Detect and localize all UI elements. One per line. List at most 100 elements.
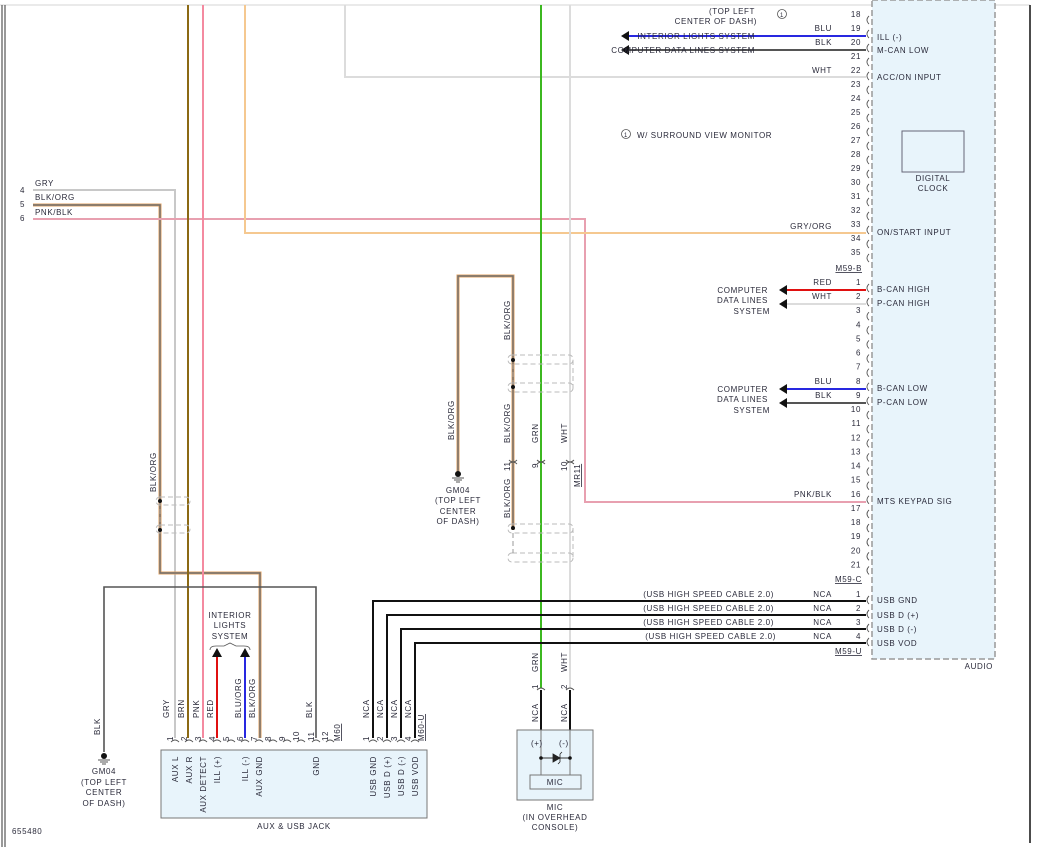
audio-pin-number: 29 — [851, 164, 861, 173]
audio-pin-number: 18 — [851, 518, 861, 527]
cable-label: (USB HIGH SPEED CABLE 2.0) — [643, 618, 774, 627]
pin-function-label: USB GND — [877, 596, 918, 605]
pin-cup — [184, 739, 194, 743]
audio-pin-number: 5 — [856, 334, 861, 343]
audio-pin-number: 6 — [856, 349, 861, 358]
pin-number: 11 — [503, 461, 512, 471]
pin-number: 9 — [531, 463, 540, 468]
ground-location: (TOP LEFT — [435, 496, 481, 505]
wire-color-label: PNK/BLK — [35, 208, 73, 217]
wire-usb-2 — [386, 614, 866, 738]
audio-pin-number: 24 — [851, 94, 861, 103]
wires — [33, 5, 866, 752]
arrow-up-icon — [240, 648, 250, 657]
audio-pin-number: 31 — [851, 192, 861, 201]
wire-color-label: GRN — [531, 652, 540, 672]
audio-pin-number: 34 — [851, 234, 861, 243]
cable-label: (USB HIGH SPEED CABLE 2.0) — [645, 632, 776, 641]
pin-number: 1 — [531, 684, 540, 689]
jack-pin-function: AUX R — [185, 756, 194, 783]
jack-pin-function: GND — [312, 756, 321, 776]
arrow-icons — [212, 31, 787, 657]
destination-label: INTERIOR LIGHTS SYSTEM — [637, 32, 755, 41]
jack-pin-number: 10 — [292, 731, 301, 741]
wire-color-label: GRY — [35, 179, 54, 188]
jack-pin-number: 4 — [404, 736, 413, 741]
wire-color-label: WHT — [812, 66, 832, 75]
clock-label-1: DIGITAL — [916, 174, 951, 183]
connector-m59-b: M59-B — [835, 264, 862, 273]
mic-module: GRN WHT 1 2 NCA NCA (+) (-) MIC MIC (IN … — [516, 652, 594, 832]
pin-cup — [866, 113, 870, 123]
audio-pin-number: 33 — [851, 220, 861, 229]
ground-location: (TOP LEFT — [81, 778, 127, 787]
pin-function-label: B-CAN LOW — [877, 384, 928, 393]
destination-label: COMPUTER — [717, 385, 768, 394]
wire-color-label: BLK — [305, 701, 314, 718]
audio-pin-number: 19 — [851, 24, 861, 33]
pin-cup — [866, 43, 870, 53]
jack-pin-number: 1 — [362, 736, 371, 741]
pin-cup — [296, 739, 306, 743]
audio-pin-number: 9 — [856, 391, 861, 400]
audio-pin-number: 13 — [851, 447, 861, 456]
jack-pin-number: 12 — [321, 731, 330, 741]
pin-function-label: ON/START INPUT — [877, 228, 951, 237]
jack-pin-number: 2 — [376, 736, 385, 741]
ground-icon — [98, 753, 110, 765]
jack-pin-number: 2 — [180, 736, 189, 741]
audio-pin-number: 22 — [851, 66, 861, 75]
wire-color-label: GRN — [531, 423, 540, 443]
audio-pin-number: 16 — [851, 490, 861, 499]
audio-pin-number: 28 — [851, 150, 861, 159]
audio-label: AUDIO — [965, 662, 993, 671]
pin-cup — [268, 739, 278, 743]
ground-icon — [452, 471, 464, 483]
destination-label: SYSTEM — [734, 406, 771, 415]
audio-pin-number: 4 — [856, 632, 861, 641]
arrow-left-icon — [779, 398, 787, 408]
pin-cup — [866, 424, 870, 434]
pin-cup — [866, 29, 870, 39]
audio-pin-numbers: 1819202122232425262728293031323334351234… — [851, 10, 870, 647]
audio-pin-number: 23 — [851, 80, 861, 89]
jack-pin-function: USB VOD — [411, 756, 420, 796]
wire-color-label: RED — [813, 278, 832, 287]
audio-pin-number: 3 — [856, 618, 861, 627]
wire-color-label: WHT — [812, 292, 832, 301]
wire-usb-3 — [400, 628, 866, 738]
audio-pin-number: 30 — [851, 178, 861, 187]
destination-label: SYSTEM — [734, 307, 771, 316]
destination-label: COMPUTER DATA LINES SYSTEM — [611, 46, 755, 55]
pin-cup — [866, 382, 870, 392]
wire-color-label: NCA — [390, 699, 399, 718]
brace-icon — [209, 642, 251, 651]
audio-pin-number: 20 — [851, 38, 861, 47]
pin-cup — [396, 739, 406, 743]
jack-pin-function: USB GND — [369, 756, 378, 797]
pin-cup — [866, 453, 870, 462]
ground-location: OF DASH) — [436, 517, 479, 526]
jack-pin-number: 11 — [307, 731, 316, 741]
jack-pin-number: 5 — [222, 736, 231, 741]
pin-cup — [382, 739, 392, 743]
svg-text:LIGHTS: LIGHTS — [214, 621, 247, 630]
pin-cup — [311, 739, 321, 743]
audio-pin-number: 32 — [851, 206, 861, 215]
audio-pin-number: 27 — [851, 136, 861, 145]
mic-minus-label: (-) — [559, 739, 569, 748]
pin-cup — [226, 739, 236, 743]
wire-blk-ground — [103, 586, 317, 752]
pin-cup — [325, 739, 335, 743]
mic-plus-label: (+) — [531, 739, 543, 748]
jack-pin-number: 6 — [236, 736, 245, 741]
pin-cup — [866, 340, 870, 349]
audio-pin-number: 8 — [856, 377, 861, 386]
wire-color-label: NCA — [813, 604, 832, 613]
jack-pin-number: 7 — [250, 736, 259, 741]
clock-label-2: CLOCK — [918, 184, 949, 193]
note-marker-number: 1 — [780, 13, 784, 19]
audio-pin-number: 7 — [856, 363, 861, 372]
wire-color-label: BLK/ORG — [503, 403, 512, 443]
pin-cup — [866, 410, 870, 420]
